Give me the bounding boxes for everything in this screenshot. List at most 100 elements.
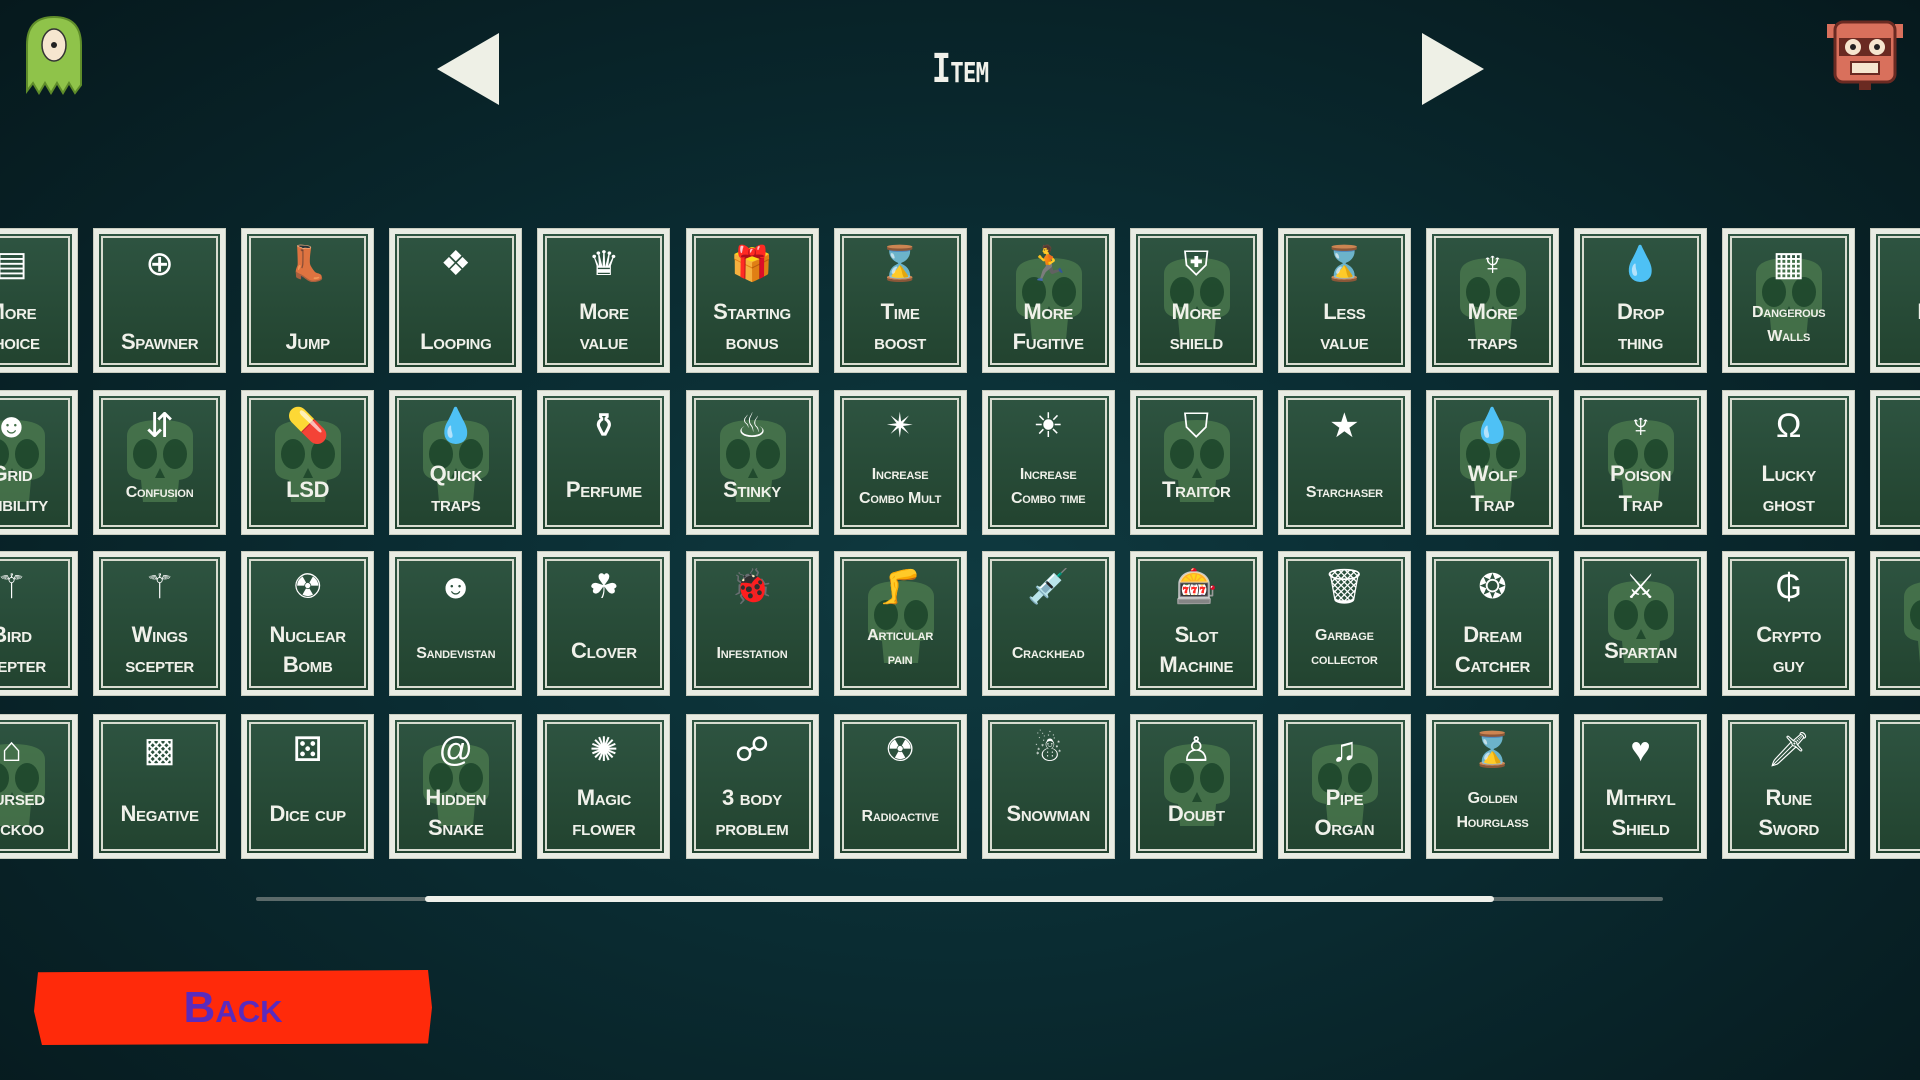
- item-tile-label: Spartan: [1604, 638, 1678, 663]
- previous-category-button[interactable]: [437, 33, 499, 105]
- item-tile[interactable]: ★ Starchaser: [1278, 391, 1410, 534]
- snowman-icon: ☃: [1032, 731, 1064, 769]
- scrollbar-thumb[interactable]: [424, 896, 1495, 902]
- item-tile[interactable]: 👢 Jump: [242, 229, 374, 372]
- hourglass-icon: ⌛: [1323, 245, 1366, 283]
- dream-catcher-icon: ❂: [1478, 568, 1507, 606]
- item-tile[interactable]: ⌛ Less value: [1278, 229, 1410, 372]
- item-tile[interactable]: @ Hidden Snake: [390, 715, 522, 858]
- item-tile[interactable]: 🐞 Infestation: [686, 552, 818, 695]
- item-tile[interactable]: ☍ 3 body problem: [686, 715, 818, 858]
- item-grid: ▤ More choice ⊕ Spawner 👢 Jump ❖ Looping ♛ More v…: [0, 229, 1920, 858]
- item-tile[interactable]: ⚄ Dice cup: [242, 715, 374, 858]
- item-tile[interactable]: 💊 LSD: [242, 391, 374, 534]
- item-tile[interactable]: ⛉ Go sh: [1871, 391, 1920, 534]
- item-tile-label: Bird scepter: [0, 622, 46, 677]
- item-tile[interactable]: Ligh B: [1871, 229, 1920, 372]
- skull-background-icon: [719, 420, 786, 502]
- item-tile-label: Stinky: [723, 477, 781, 502]
- item-tile-label: Tre R: [1876, 783, 1920, 843]
- item-tile[interactable]: ☢ Nuclear Bomb: [242, 552, 374, 695]
- spartan-icon: ⚔: [1625, 568, 1656, 606]
- item-tile[interactable]: ⌂ Cursed cuckoo: [0, 715, 77, 858]
- item-tile-label: Wings scepter: [125, 622, 194, 677]
- item-tile[interactable]: ⚚ Wings scepter: [94, 552, 226, 695]
- item-tile[interactable]: ❂ Dream Catcher: [1427, 552, 1558, 695]
- item-tile-label: Mithryl Shield: [1605, 785, 1676, 840]
- item-tile[interactable]: ⊕ Spawner: [94, 229, 226, 372]
- item-tile[interactable]: ☘ Clover: [538, 552, 670, 695]
- skull-background-icon: [1015, 258, 1082, 340]
- next-category-button[interactable]: [1422, 33, 1484, 105]
- item-tile[interactable]: 🎰 Slot Machine: [1130, 552, 1262, 695]
- item-tile[interactable]: ☀ Increase Combo time: [982, 391, 1114, 534]
- item-tile[interactable]: 🗑 Garbage collector: [1278, 552, 1410, 695]
- item-tile[interactable]: ✸ Co: [1871, 552, 1920, 695]
- item-tile-label: Starchaser: [1305, 484, 1383, 501]
- item-tile[interactable]: ♆ Poison Trap: [1575, 391, 1707, 534]
- item-tile[interactable]: ❖ Looping: [390, 229, 522, 372]
- item-tile[interactable]: ⛨ More shield: [1130, 229, 1262, 372]
- item-tile[interactable]: ☻ Sandevistan: [390, 552, 522, 695]
- item-tile[interactable]: ♆ More traps: [1427, 229, 1558, 372]
- item-tile[interactable]: ✴ Increase Combo Mult: [834, 391, 966, 534]
- item-tile[interactable]: 🦵 Articular pain: [834, 552, 966, 695]
- item-tile-label: More choice: [0, 299, 40, 354]
- item-tile[interactable]: ♨ Stinky: [686, 391, 818, 534]
- item-tile[interactable]: ⛉ Traitor: [1130, 391, 1262, 534]
- item-tile[interactable]: ♙ Doubt: [1130, 715, 1262, 858]
- item-tile[interactable]: 💧 Drop thing: [1575, 229, 1707, 372]
- item-tile[interactable]: ⚚ Bird scepter: [0, 552, 77, 695]
- item-tile[interactable]: ☃ Snowman: [982, 715, 1114, 858]
- item-tile-label: Articular pain: [867, 627, 934, 668]
- item-tile-label: Garbage collector: [1311, 627, 1378, 668]
- item-tile-label: Time boost: [874, 299, 927, 354]
- item-tile[interactable]: ⚱ Perfume: [538, 391, 670, 534]
- horizontal-scrollbar[interactable]: [256, 896, 1663, 902]
- checkerboard-icon: ▩: [143, 731, 176, 769]
- stinky-icon: ♨: [736, 407, 768, 445]
- crown-icon: ♛: [588, 245, 620, 283]
- item-tile[interactable]: 🎁 Starting bonus: [686, 229, 818, 372]
- skull-background-icon: [1163, 420, 1230, 502]
- chest-icon: ▤: [0, 242, 72, 286]
- back-button[interactable]: Back: [34, 970, 432, 1045]
- skull-background-icon: [1608, 420, 1675, 502]
- item-tile[interactable]: ▦ Dangerous Walls: [1723, 229, 1855, 372]
- item-tile[interactable]: ♫ Pipe Organ: [1278, 715, 1410, 858]
- item-icon: ⚒: [1876, 728, 1920, 772]
- item-tile[interactable]: Ω Lucky ghost: [1723, 391, 1855, 534]
- slot-machine-icon: 🎰: [1175, 568, 1218, 606]
- arrows-icon: ⇵: [145, 407, 174, 445]
- item-tile[interactable]: ▩ Negative: [94, 715, 226, 858]
- bricks-icon: ▦: [1772, 245, 1805, 283]
- item-tile[interactable]: 💧 Quick traps: [390, 391, 522, 534]
- item-tile[interactable]: ☻ Grid visibility: [0, 391, 77, 534]
- skull-background-icon: [1163, 744, 1230, 826]
- person-icon: ♙: [1181, 731, 1212, 769]
- item-tile-label: Increase Combo Mult: [859, 466, 942, 507]
- item-tile-label: Radioactive: [861, 808, 939, 825]
- item-tile[interactable]: ⌛ Time boost: [834, 229, 966, 372]
- item-tile[interactable]: ♛ More value: [538, 229, 670, 372]
- item-tile[interactable]: 💉 Crackhead: [982, 552, 1114, 695]
- item-tile-label: Rune Sword: [1758, 785, 1820, 840]
- item-tile[interactable]: ✺ Magic flower: [538, 715, 670, 858]
- item-tile[interactable]: ⌛ Golden Hourglass: [1427, 715, 1558, 858]
- item-tile-label: Infestation: [716, 645, 788, 662]
- item-tile[interactable]: ⇵ Confusion: [94, 391, 226, 534]
- item-tile[interactable]: ☢ Radioactive: [834, 715, 966, 858]
- item-tile[interactable]: 🏃 More Fugitive: [982, 229, 1114, 372]
- item-tile-label: LSD: [286, 477, 330, 502]
- item-tile[interactable]: ⚒ Tre R: [1871, 715, 1920, 858]
- item-tile[interactable]: 💧 Wolf Trap: [1427, 391, 1558, 534]
- item-tile[interactable]: ⚔ Spartan: [1575, 552, 1707, 695]
- item-tile[interactable]: 🗡 Rune Sword: [1723, 715, 1855, 858]
- skull-background-icon: [1460, 258, 1526, 340]
- item-tile[interactable]: ▤ More choice: [0, 229, 77, 372]
- item-tile[interactable]: ₲ Crypto guy: [1723, 552, 1855, 695]
- item-tile-label: Quick traps: [429, 461, 483, 516]
- item-tile[interactable]: ♥ Mithryl Shield: [1575, 715, 1707, 858]
- wolf-trap-icon: 💧: [1471, 407, 1514, 445]
- item-tile-label: Slot Machine: [1159, 622, 1234, 677]
